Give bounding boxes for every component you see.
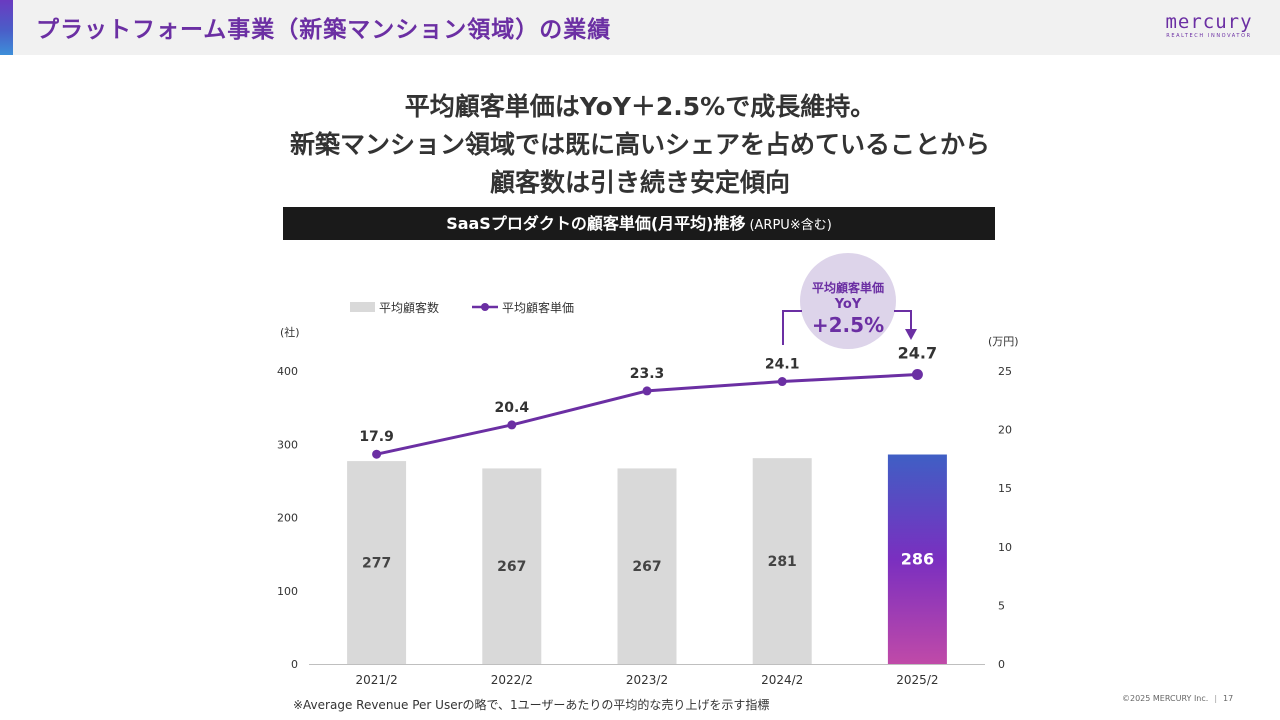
header-accent-strip: [0, 0, 13, 55]
callout-bracket-left: [782, 310, 802, 345]
footnote: ※Average Revenue Per Userの略で、1ユーザーあたりの平均…: [293, 698, 770, 712]
callout-arrow-icon: [905, 329, 917, 340]
plot-area: 0 100 200 300 400 0 5 10 15 20 25 277 2021/2 267 2022/…: [277, 344, 1012, 687]
copyright: ©2025 MERCURY Inc. | 17: [1122, 694, 1233, 703]
logo-wordmark: mercury: [1165, 11, 1253, 33]
arpu-value-label: 23.3: [630, 366, 665, 382]
chart-banner-subtitle: (ARPU※含む): [749, 218, 832, 233]
legend-line-marker: [481, 303, 489, 311]
legend-bar-label: 平均顧客数: [379, 300, 439, 315]
bar: [347, 461, 407, 664]
legend-line-label: 平均顧客単価: [502, 300, 574, 315]
headline-line-3: 顧客数は引き続き安定傾向: [489, 168, 790, 197]
page-title: プラットフォーム事業（新築マンション領域）の業績: [36, 17, 612, 43]
chart-banner: SaaSプロダクトの顧客単価(月平均)推移 (ARPU※含む): [283, 207, 995, 240]
mercury-logo: mercury REALTECH INNOVATOR: [1164, 12, 1254, 42]
bar: [617, 468, 677, 664]
arpu-point: [642, 386, 652, 396]
left-axis-tick-label: 300: [277, 438, 298, 451]
bar: [752, 458, 812, 664]
callout-value: +2.5%: [812, 313, 884, 337]
x-axis-tick-label: 2022/2: [491, 673, 533, 687]
chart-banner-title: SaaSプロダクトの顧客単価(月平均)推移: [446, 214, 746, 233]
right-axis-tick-label: 20: [998, 424, 1012, 437]
page-number: 17: [1223, 694, 1234, 703]
bar: [482, 468, 542, 664]
bar-value-label: 277: [362, 556, 391, 572]
arpu-value-label: 24.7: [898, 344, 937, 363]
arpu-point: [507, 420, 517, 430]
arpu-value-label: 20.4: [495, 400, 530, 416]
copyright-text: ©2025 MERCURY Inc.: [1122, 694, 1209, 703]
right-axis-unit: (万円): [988, 335, 1019, 348]
headline-line-2: 新築マンション領域では既に高いシェアを占めていることから: [289, 130, 990, 159]
x-axis-tick-label: 2023/2: [626, 673, 668, 687]
yoy-callout: 平均顧客単価 YoY +2.5%: [782, 253, 917, 349]
callout-bracket-right: [894, 310, 912, 330]
x-axis-tick-label: 2024/2: [761, 673, 803, 687]
bar: [887, 454, 947, 664]
headline: 平均顧客単価はYoY＋2.5%で成長維持。 新築マンション領域では既に高いシェア…: [240, 88, 1040, 202]
chart-legend: 平均顧客数 平均顧客単価: [350, 300, 574, 315]
arpu-point: [777, 377, 787, 387]
arpu-value-label: 24.1: [765, 357, 800, 373]
callout-yoy: YoY: [834, 297, 862, 312]
arpu-point: [372, 449, 382, 459]
logo-tagline: REALTECH INNOVATOR: [1166, 33, 1252, 39]
legend-bar-swatch: [350, 302, 375, 312]
arpu-point: [911, 369, 923, 381]
right-axis-tick-label: 25: [998, 365, 1012, 378]
bar-value-label: 267: [497, 559, 526, 575]
arpu-value-label: 17.9: [359, 429, 394, 445]
right-axis-tick-label: 10: [998, 541, 1012, 554]
right-axis-tick-label: 15: [998, 482, 1012, 495]
x-axis-tick-label: 2021/2: [355, 673, 397, 687]
header-bar: [0, 0, 1280, 55]
headline-line-1: 平均顧客単価はYoY＋2.5%で成長維持。: [404, 92, 876, 121]
right-axis-tick-label: 5: [998, 599, 1005, 612]
left-axis-tick-label: 200: [277, 512, 298, 525]
footer-separator: |: [1214, 694, 1218, 703]
left-axis-tick-label: 400: [277, 365, 298, 378]
left-axis-tick-label: 0: [291, 658, 298, 671]
x-axis-tick-label: 2025/2: [896, 673, 938, 687]
left-axis-tick-label: 100: [277, 585, 298, 598]
right-axis-tick-label: 0: [998, 658, 1005, 671]
callout-label: 平均顧客単価: [812, 280, 884, 295]
left-axis-unit: (社): [280, 325, 300, 339]
bar-value-label: 281: [768, 554, 797, 570]
bar-value-label: 267: [632, 559, 661, 575]
bar-value-label: 286: [901, 549, 934, 568]
callout-bubble: [800, 253, 896, 349]
